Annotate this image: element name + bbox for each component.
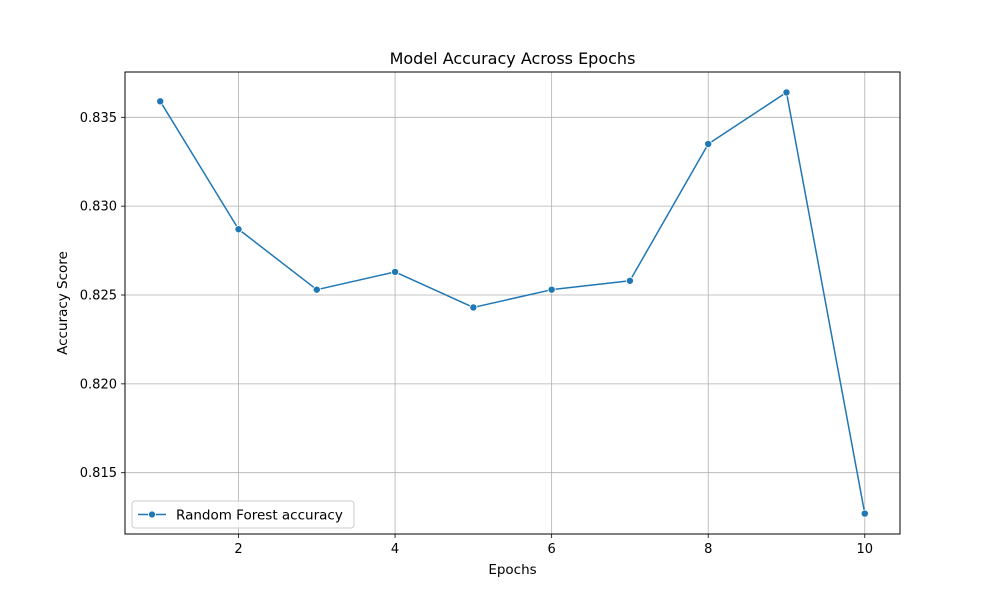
- y-tick-label: 0.815: [80, 466, 117, 481]
- chart-title: Model Accuracy Across Epochs: [390, 49, 636, 68]
- data-point: [860, 509, 869, 518]
- legend-label: Random Forest accuracy: [176, 508, 343, 524]
- data-point: [234, 225, 243, 234]
- x-tick-label: 8: [704, 542, 712, 557]
- data-point: [312, 285, 321, 294]
- data-point: [156, 97, 165, 106]
- grid-lines: [125, 72, 900, 534]
- data-point: [704, 139, 713, 148]
- legend-box: [131, 500, 355, 529]
- legend-marker-swatch: [148, 510, 156, 519]
- x-axis-label: Epochs: [488, 562, 536, 578]
- data-point: [782, 88, 791, 97]
- plot-frame: [124, 71, 901, 535]
- data-point: [391, 267, 400, 276]
- y-tick-label: 0.820: [80, 377, 117, 392]
- data-point: [469, 303, 478, 312]
- y-axis-label: Accuracy Score: [55, 251, 71, 355]
- x-tick-label: 10: [856, 542, 873, 557]
- x-tick-label: 2: [234, 542, 242, 557]
- x-tick-label: 4: [391, 542, 399, 557]
- series-line: [159, 91, 866, 514]
- axis-ticks: 2 4 6 8 10 0.815 0.820 0.825 0.830 0.835: [80, 111, 873, 557]
- data-point: [547, 285, 556, 294]
- x-tick-label: 6: [548, 542, 556, 557]
- legend: Random Forest accuracy: [131, 500, 355, 529]
- y-tick-label: 0.825: [80, 289, 117, 304]
- y-tick-label: 0.835: [80, 111, 117, 126]
- series-layer: [156, 88, 869, 518]
- data-point: [625, 276, 634, 285]
- y-tick-label: 0.830: [80, 200, 117, 215]
